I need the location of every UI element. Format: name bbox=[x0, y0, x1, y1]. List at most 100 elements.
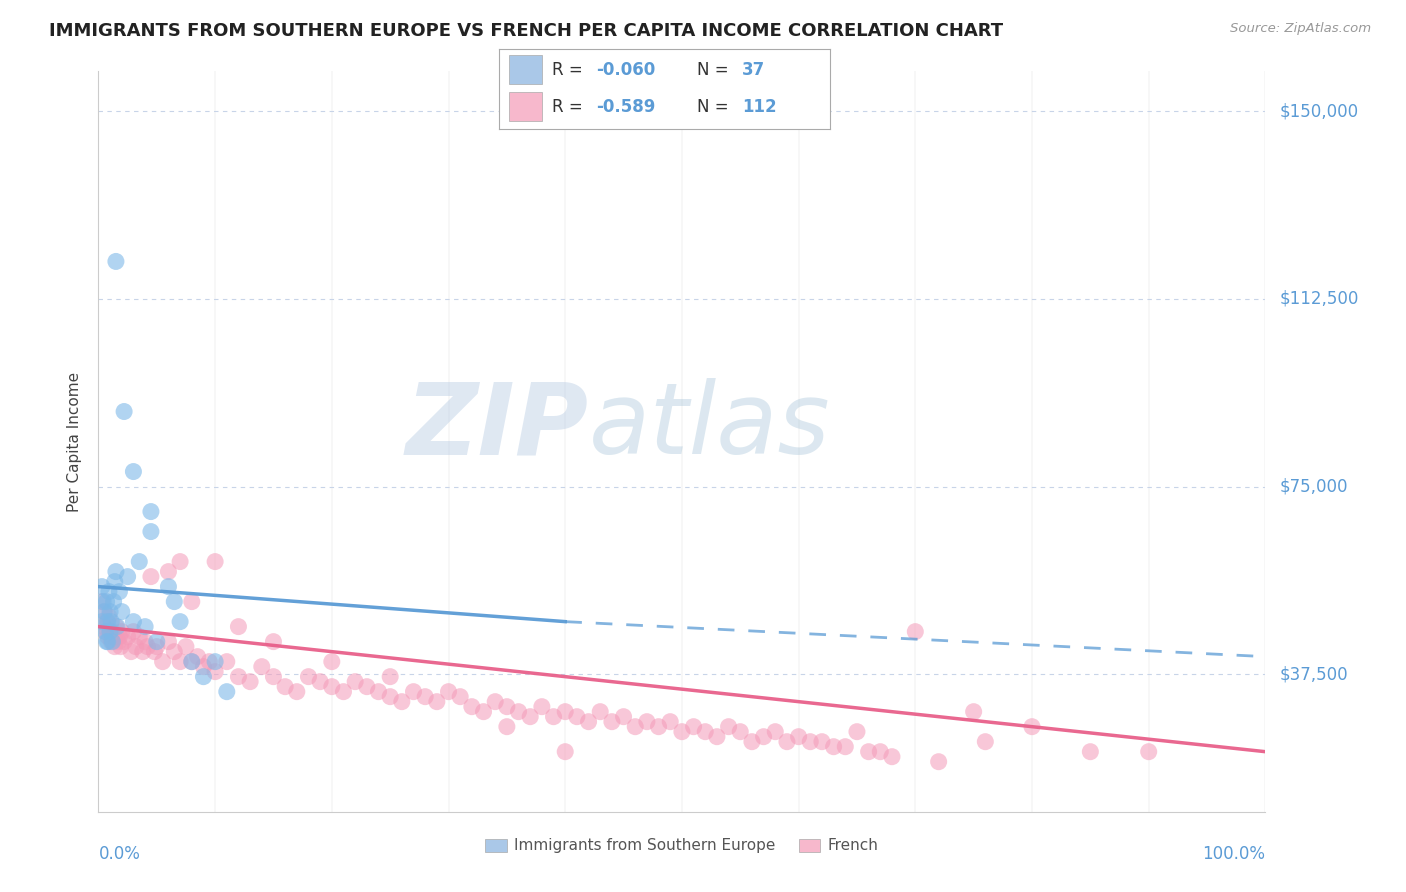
Point bbox=[146, 634, 169, 648]
Point bbox=[519, 709, 541, 723]
Text: Source: ZipAtlas.com: Source: ZipAtlas.com bbox=[1230, 22, 1371, 36]
Point bbox=[496, 699, 519, 714]
Point bbox=[112, 404, 135, 418]
Point bbox=[391, 695, 413, 709]
Point bbox=[180, 655, 202, 669]
Point bbox=[834, 739, 856, 754]
Point bbox=[97, 609, 120, 624]
Point bbox=[122, 465, 145, 479]
Point bbox=[763, 724, 786, 739]
Point bbox=[367, 684, 389, 698]
Point bbox=[101, 634, 124, 648]
Bar bbox=[509, 55, 543, 85]
Text: -0.060: -0.060 bbox=[596, 61, 655, 78]
Point bbox=[132, 645, 155, 659]
Point bbox=[215, 655, 238, 669]
Point bbox=[139, 524, 162, 539]
Point bbox=[472, 705, 495, 719]
Point bbox=[157, 580, 180, 594]
Point bbox=[811, 734, 834, 748]
Point bbox=[437, 684, 460, 698]
Point bbox=[380, 690, 402, 704]
Point bbox=[904, 624, 927, 639]
Point bbox=[624, 720, 647, 734]
Legend: Immigrants from Southern Europe, French: Immigrants from Southern Europe, French bbox=[479, 832, 884, 860]
Point bbox=[112, 634, 135, 648]
Text: 37: 37 bbox=[742, 61, 765, 78]
Point bbox=[111, 605, 134, 619]
Point bbox=[682, 720, 704, 734]
Text: 100.0%: 100.0% bbox=[1202, 845, 1265, 863]
Point bbox=[139, 569, 162, 583]
Point bbox=[180, 594, 202, 608]
Text: N =: N = bbox=[697, 61, 734, 78]
Point bbox=[869, 745, 891, 759]
Point bbox=[928, 755, 950, 769]
Point bbox=[139, 505, 162, 519]
Point bbox=[93, 605, 115, 619]
Point bbox=[104, 640, 127, 654]
Point bbox=[321, 680, 343, 694]
Point bbox=[104, 565, 127, 579]
Point bbox=[1080, 745, 1102, 759]
Point bbox=[204, 665, 226, 679]
Point bbox=[321, 655, 343, 669]
Point bbox=[163, 645, 186, 659]
Point bbox=[143, 645, 166, 659]
Point bbox=[97, 615, 120, 629]
Text: -0.589: -0.589 bbox=[596, 98, 657, 116]
Point bbox=[776, 734, 799, 748]
Point bbox=[565, 709, 588, 723]
Text: $37,500: $37,500 bbox=[1279, 665, 1348, 683]
Point bbox=[104, 254, 127, 268]
Point bbox=[193, 659, 215, 673]
Point bbox=[108, 584, 131, 599]
Point bbox=[98, 624, 121, 639]
Point bbox=[787, 730, 810, 744]
Point bbox=[91, 594, 114, 608]
Text: 0.0%: 0.0% bbox=[98, 845, 141, 863]
Point bbox=[962, 705, 984, 719]
Point bbox=[799, 734, 821, 748]
Point bbox=[752, 730, 775, 744]
Point bbox=[104, 574, 127, 589]
Point bbox=[97, 630, 120, 644]
Point bbox=[187, 649, 209, 664]
Point bbox=[117, 630, 139, 644]
Point bbox=[508, 705, 530, 719]
Point bbox=[741, 734, 763, 748]
Point bbox=[101, 624, 124, 639]
Point bbox=[730, 724, 752, 739]
Point bbox=[413, 690, 436, 704]
Text: 112: 112 bbox=[742, 98, 776, 116]
Point bbox=[174, 640, 197, 654]
Point bbox=[104, 620, 127, 634]
Point bbox=[554, 705, 576, 719]
Point bbox=[636, 714, 658, 729]
Point bbox=[250, 659, 273, 673]
Point bbox=[600, 714, 623, 729]
Point bbox=[332, 684, 354, 698]
Point bbox=[111, 624, 134, 639]
Point bbox=[285, 684, 308, 698]
Point bbox=[1137, 745, 1160, 759]
Point bbox=[125, 640, 148, 654]
Point bbox=[659, 714, 682, 729]
Point bbox=[108, 630, 131, 644]
Text: R =: R = bbox=[553, 61, 588, 78]
Point bbox=[97, 634, 120, 648]
Point bbox=[100, 615, 122, 629]
Point bbox=[589, 705, 612, 719]
Point bbox=[974, 734, 997, 748]
Point bbox=[90, 594, 112, 608]
Point bbox=[484, 695, 506, 709]
Point bbox=[169, 615, 191, 629]
Point bbox=[122, 615, 145, 629]
Point bbox=[204, 655, 226, 669]
Y-axis label: Per Capita Income: Per Capita Income bbox=[67, 371, 83, 512]
Text: $150,000: $150,000 bbox=[1279, 103, 1358, 120]
Text: atlas: atlas bbox=[589, 378, 830, 475]
Point bbox=[180, 655, 202, 669]
Point bbox=[1021, 720, 1043, 734]
Point bbox=[198, 655, 221, 669]
